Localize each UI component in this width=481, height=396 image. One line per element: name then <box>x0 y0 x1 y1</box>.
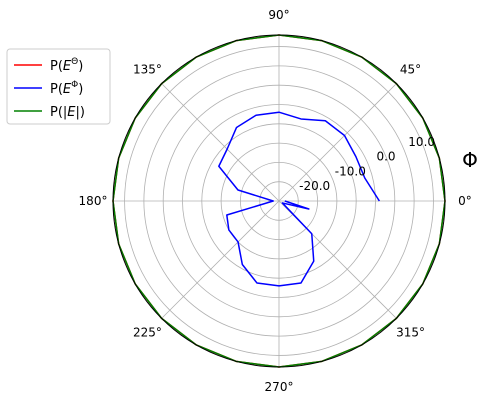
angle-tick-label: 180° <box>79 194 108 208</box>
angle-tick-label: 90° <box>268 8 289 22</box>
angle-tick-label: 225° <box>133 326 162 340</box>
angle-tick-label: 45° <box>400 62 421 76</box>
polar-frame-circle <box>112 34 446 368</box>
angular-grid-line <box>278 83 397 202</box>
series-line-1 <box>218 111 381 287</box>
angular-grid-line <box>161 83 280 202</box>
angle-tick-label: 315° <box>396 326 425 340</box>
radial-tick-label: 10.0 <box>408 135 435 149</box>
angle-tick-label: 0° <box>458 194 472 208</box>
polar-frame <box>112 34 446 368</box>
tick-labels: 0° 45° 90° 135° 180° 225° 270° 315° -20.0 -10.0 0.… <box>79 8 478 394</box>
legend-box <box>6 48 111 125</box>
angular-grid-line <box>161 200 280 319</box>
radial-tick-label: -20.0 <box>299 179 330 193</box>
side-label: Φ <box>462 148 478 172</box>
legend-label: P(|E|) <box>50 105 85 120</box>
angle-tick-label: 135° <box>133 62 162 76</box>
angle-tick-label: 270° <box>265 380 294 394</box>
radial-tick-label: 0.0 <box>376 150 395 164</box>
legend-label: P(EΘ) <box>50 57 83 74</box>
legend: P(EΘ) P(EΦ) P(|E|) <box>6 48 111 125</box>
legend-label: P(EΦ) <box>50 80 83 97</box>
radial-tick-label: -10.0 <box>335 164 366 178</box>
grid <box>113 35 445 367</box>
